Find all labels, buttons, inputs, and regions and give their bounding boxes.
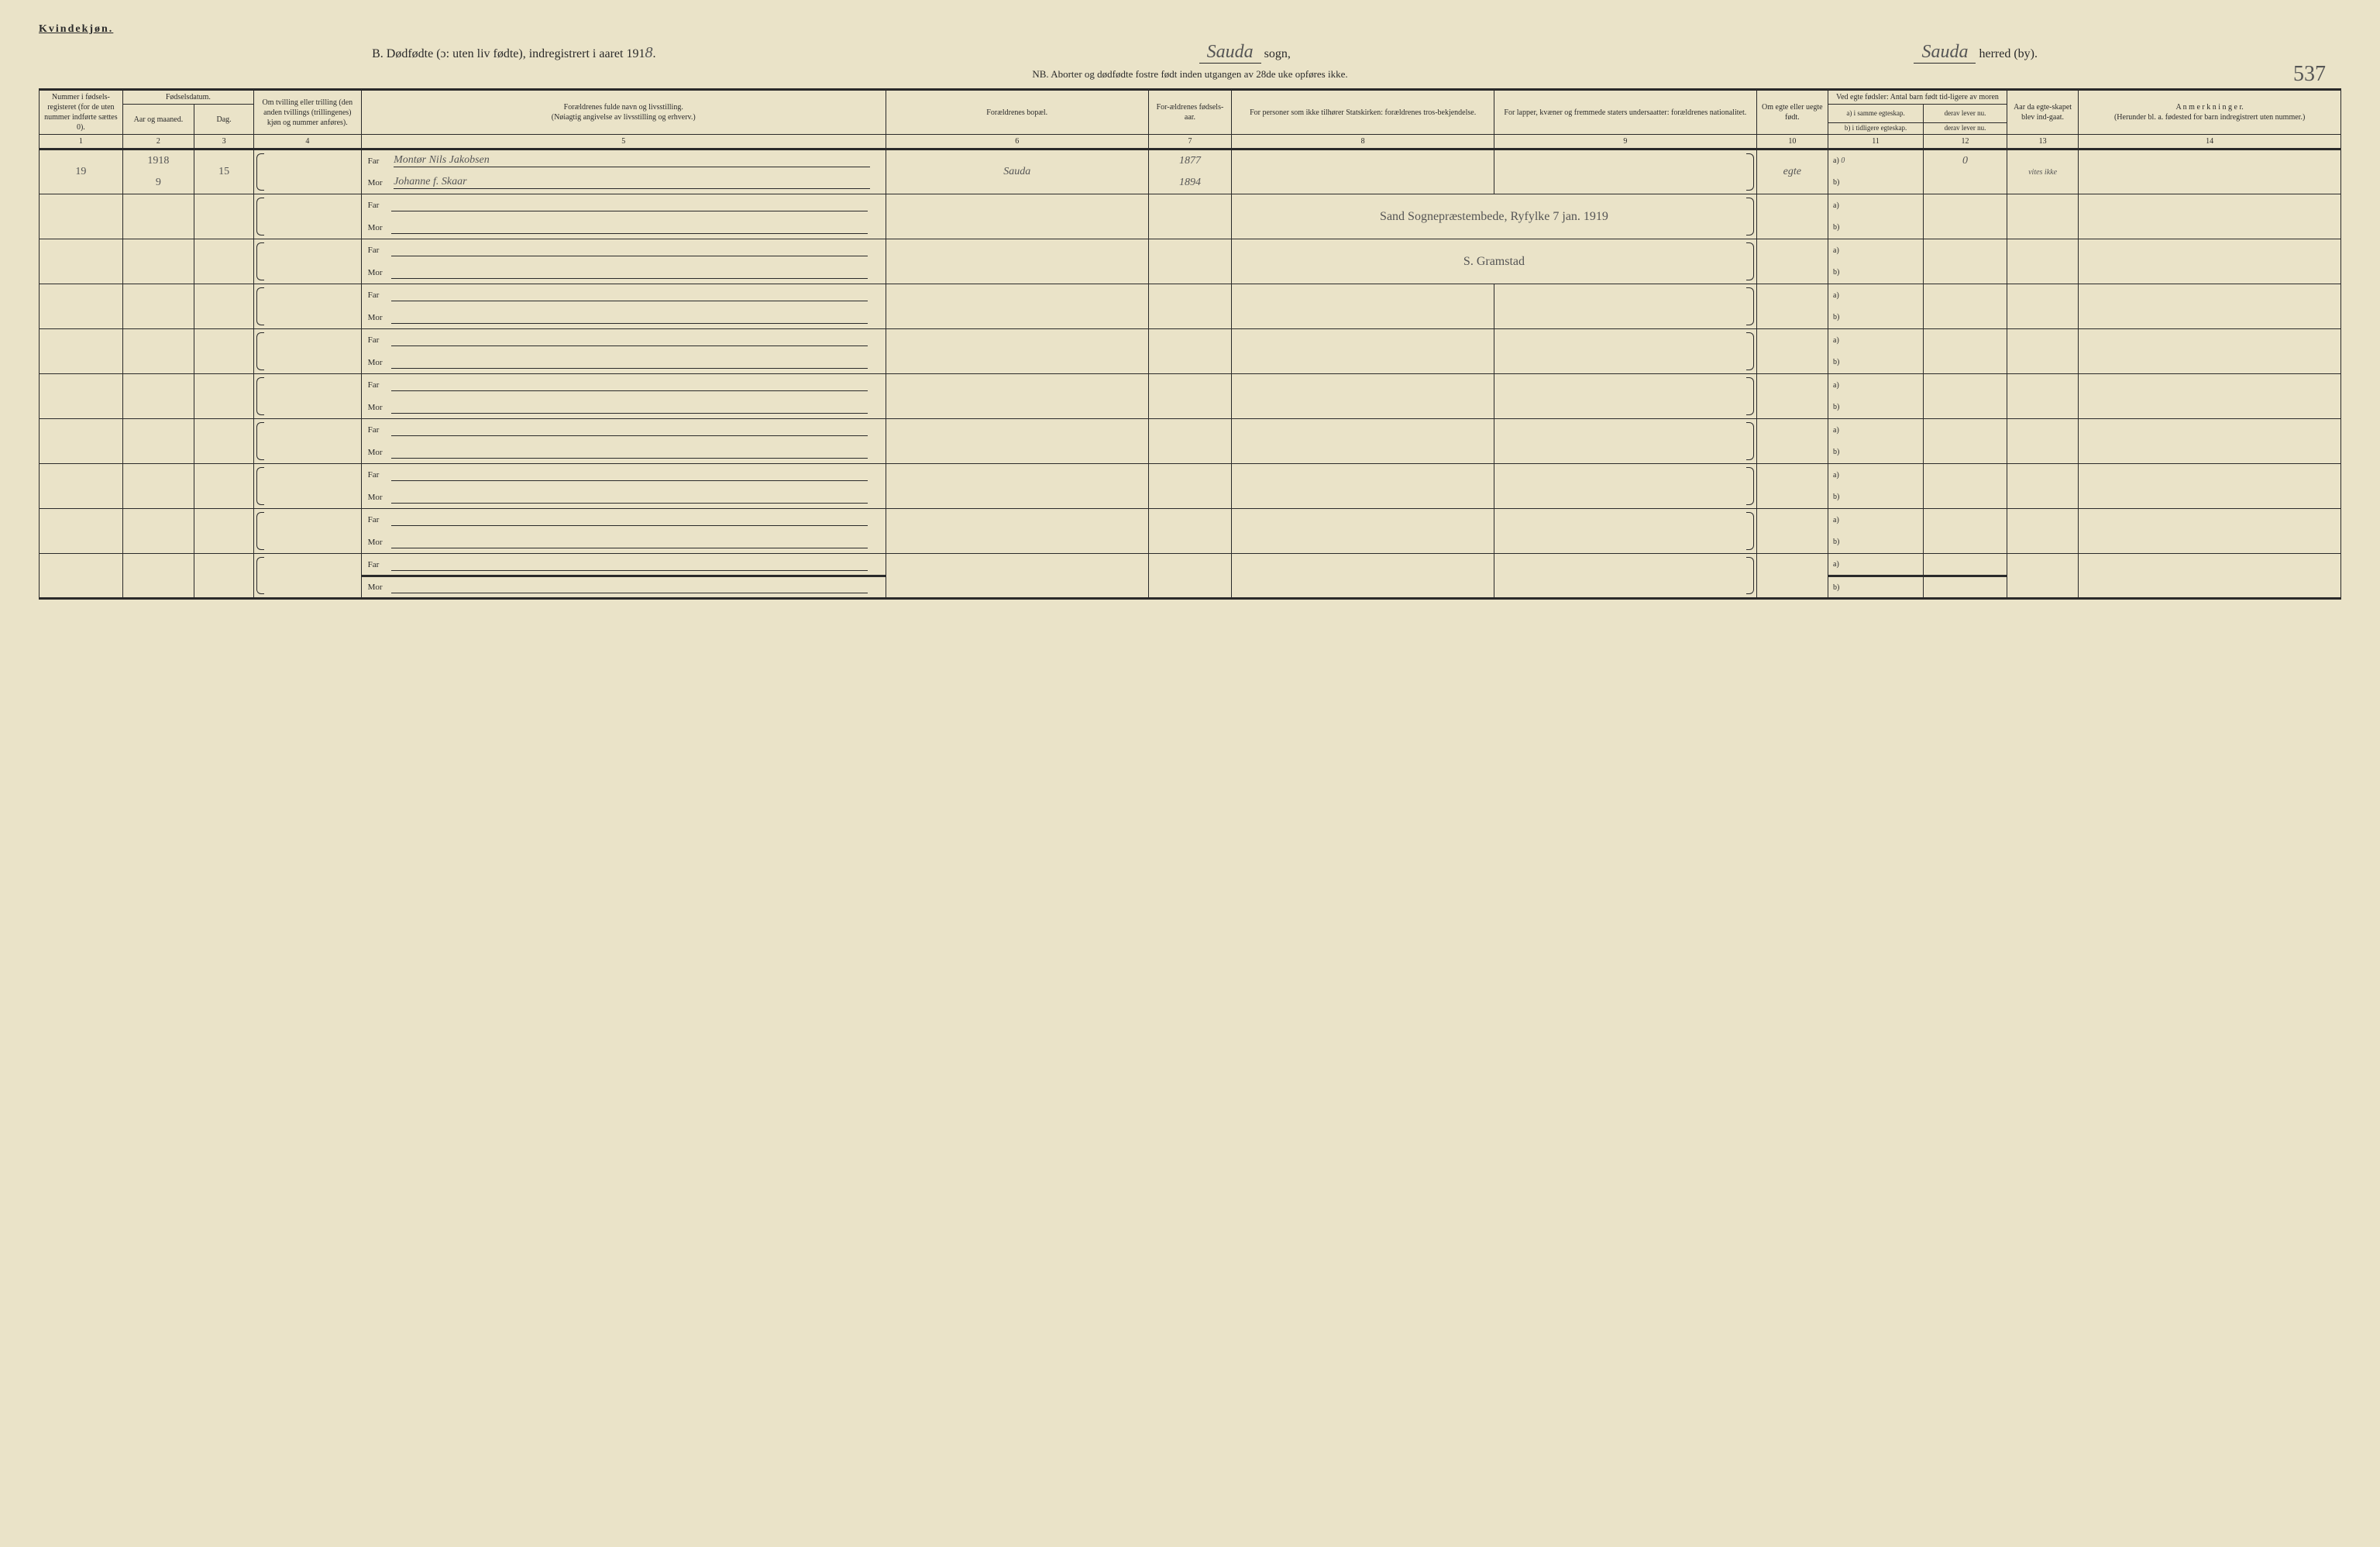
table-row: Far S. Gramstad a) xyxy=(40,239,2341,262)
page-number: 537 xyxy=(2293,62,2326,87)
h-c4: Om tvilling eller trilling (den anden tv… xyxy=(254,90,362,135)
h-c1: Nummer i fødsels-registeret (for de uten… xyxy=(40,90,123,135)
r1-c14 xyxy=(2079,150,2341,194)
r1-c11b: b) xyxy=(1828,172,1924,194)
register-page: Kvindekjøn. B. Dødfødte (ɔ: uten liv fød… xyxy=(39,23,2341,600)
table-row: Far a) xyxy=(40,419,2341,442)
note-line-2: S. Gramstad xyxy=(1232,239,1756,284)
r1-day: 15 xyxy=(194,150,254,194)
r1-far: Far Montør Nils Jakobsen xyxy=(361,150,886,172)
r1-c9 xyxy=(1494,150,1756,194)
r1-bopael: Sauda xyxy=(886,150,1148,194)
table-body: 19 1918 15 Far Montør Nils Jakobsen Saud… xyxy=(40,150,2341,599)
h-c9: For lapper, kvæner og fremmede staters u… xyxy=(1494,90,1756,135)
h-c12b: derav lever nu. xyxy=(1924,123,2007,135)
note-line-1: Sand Sognepræstembede, Ryfylke 7 jan. 19… xyxy=(1232,194,1756,239)
r1-month: 9 xyxy=(122,172,194,194)
r1-mor-name: Johanne f. Skaar xyxy=(394,176,870,189)
cn-13: 13 xyxy=(2007,135,2078,150)
table-row: 19 1918 15 Far Montør Nils Jakobsen Saud… xyxy=(40,150,2341,172)
r1-egte: egte xyxy=(1756,150,1828,194)
table-row: Far Sand Sognepræstembede, Ryfylke 7 jan… xyxy=(40,194,2341,217)
cn-6: 6 xyxy=(886,135,1148,150)
r1-c13: vites ikke xyxy=(2007,150,2078,194)
table-row: Far a) xyxy=(40,329,2341,352)
h-c7: For-ældrenes fødsels-aar. xyxy=(1148,90,1232,135)
title-bold: uten liv fødte xyxy=(452,47,518,60)
r1-year: 1918 xyxy=(122,150,194,172)
table-row: Far a) xyxy=(40,284,2341,307)
herred-label: herred (by). xyxy=(1979,47,2038,60)
nb-line: NB. Aborter og dødfødte fostre født inde… xyxy=(39,68,2341,81)
herred-value: Sauda xyxy=(1914,42,1976,64)
h-c6: Forældrenes bopæl. xyxy=(886,90,1148,135)
r1-c11a: a) 0 xyxy=(1828,150,1924,172)
h-c2: Aar og maaned. xyxy=(122,105,194,135)
table-row: Far a) xyxy=(40,554,2341,576)
cn-11: 11 xyxy=(1828,135,1924,150)
cn-12: 12 xyxy=(1924,135,2007,150)
h-c14: A n m e r k n i n g e r. (Herunder bl. a… xyxy=(2079,90,2341,135)
h-c13: Aar da egte-skapet blev ind-gaat. xyxy=(2007,90,2078,135)
gender-label: Kvindekjøn. xyxy=(39,23,2341,36)
h-c5: Forældrenes fulde navn og livsstilling. … xyxy=(361,90,886,135)
cn-8: 8 xyxy=(1232,135,1494,150)
r1-c8 xyxy=(1232,150,1494,194)
title-mid: ), indregistrert i aaret 191 xyxy=(518,47,645,60)
h-c3: Dag. xyxy=(194,105,254,135)
title-year-digit: 8 xyxy=(645,44,652,61)
r1-far-aar: 1877 xyxy=(1148,150,1232,172)
title-row: B. Dødfødte (ɔ: uten liv fødte), indregi… xyxy=(39,42,2341,64)
r1-mor: Mor Johanne f. Skaar xyxy=(361,172,886,194)
title-center: B. Dødfødte (ɔ: uten liv fødte), indregi… xyxy=(149,44,879,62)
h-c23: Fødselsdatum. xyxy=(122,90,253,105)
table-row: Far a) xyxy=(40,374,2341,397)
cn-2: 2 xyxy=(122,135,194,150)
sogn-block: Sauda sogn, xyxy=(879,42,1610,64)
r1-c12b xyxy=(1924,172,2007,194)
herred-block: Sauda herred (by). xyxy=(1611,42,2341,64)
cn-1: 1 xyxy=(40,135,123,150)
table-row: Far a) xyxy=(40,509,2341,531)
h-c11b: b) i tidligere egteskap. xyxy=(1828,123,1924,135)
cn-3: 3 xyxy=(194,135,254,150)
table-row: Far a) xyxy=(40,464,2341,486)
h-c11a: a) i samme egteskap. xyxy=(1828,105,1924,123)
r1-far-name: Montør Nils Jakobsen xyxy=(394,154,870,167)
title-dot: . xyxy=(652,47,655,60)
h-c8: For personer som ikke tilhører Statskirk… xyxy=(1232,90,1494,135)
title-prefix: B. Dødfødte (ɔ: xyxy=(372,47,449,60)
h-c10: Om egte eller uegte født. xyxy=(1756,90,1828,135)
cn-4: 4 xyxy=(254,135,362,150)
table-row: 9 Mor Johanne f. Skaar 1894 b) xyxy=(40,172,2341,194)
register-table: Nummer i fødsels-registeret (for de uten… xyxy=(39,88,2341,600)
cn-14: 14 xyxy=(2079,135,2341,150)
r1-mor-aar: 1894 xyxy=(1148,172,1232,194)
table-head: Nummer i fødsels-registeret (for de uten… xyxy=(40,90,2341,150)
mor-label: Mor xyxy=(368,178,391,187)
r1-num: 19 xyxy=(40,150,123,194)
cn-5: 5 xyxy=(361,135,886,150)
r1-bracket xyxy=(254,150,362,194)
cn-10: 10 xyxy=(1756,135,1828,150)
far-label: Far xyxy=(368,156,391,166)
r1-c12a: 0 xyxy=(1924,150,2007,172)
h-c12a: derav lever nu. xyxy=(1924,105,2007,123)
sogn-value: Sauda xyxy=(1199,42,1261,64)
cn-9: 9 xyxy=(1494,135,1756,150)
cn-7: 7 xyxy=(1148,135,1232,150)
h-c1112: Ved egte fødsler: Antal barn født tid-li… xyxy=(1828,90,2007,105)
sogn-label: sogn, xyxy=(1264,47,1291,60)
